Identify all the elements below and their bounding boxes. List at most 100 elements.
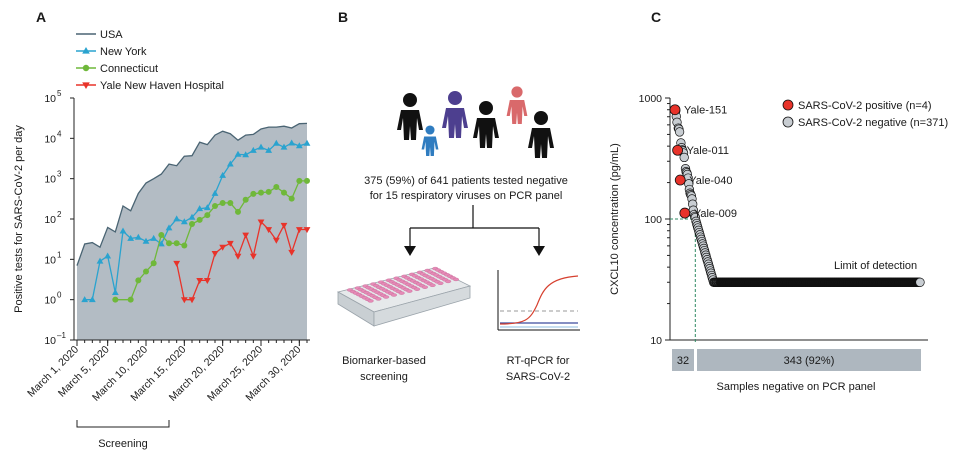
person-icon [506,86,528,124]
x-tick-label: March 1, 2020 [25,344,81,400]
y-tick-exponent: 0 [57,291,62,300]
series-point [303,227,311,234]
y-tick-exponent: 5 [57,89,62,98]
sample-point-positive [674,174,686,186]
well [429,283,436,287]
series-point [281,189,287,196]
y-tick-label: 10 [44,214,56,226]
qpcr-curve-icon [497,270,580,331]
panel-c-y-axis-title: CXCL10 concentration (pg/mL) [609,143,621,295]
positive-sample-label: Yale-151 [684,105,727,117]
series-point [143,268,149,275]
legend-marker [82,82,90,89]
positive-sample-label: Yale-011 [687,145,729,157]
series-point [280,222,288,229]
series-point [180,218,188,225]
series-point [219,171,227,178]
person-icon [397,93,423,140]
series-point [204,212,211,219]
series-point [280,143,288,150]
panel-a-legend: USA New York Connecticut Yale New Haven Hos… [76,29,224,92]
person-icon [421,125,439,156]
y-tick-exponent: 2 [57,210,62,219]
well [452,277,460,282]
sample-point-negative [915,277,925,287]
series-point [189,221,195,228]
series-point [173,240,180,247]
panel-c-chart: C 1000 100 10 Yale-151 Yale-011 Yale-040 Yale… [609,9,948,393]
person-icon [473,101,499,148]
well-plate-icon [336,266,472,327]
panel-c-letter: C [651,9,661,25]
y-tick-label: 10 [44,93,56,105]
legend-marker [82,47,90,54]
panel-b-workflow: B 375 (59%) of 641 patients tested negat… [336,9,580,383]
series-point [112,296,119,303]
series-point [127,296,134,303]
series-point [196,278,204,285]
series-point [272,237,280,244]
usa-area [77,123,307,341]
well [437,281,444,285]
bar-above-threshold [672,349,694,371]
y-tick-label: 10 [44,254,56,266]
legend-marker [782,116,794,128]
well [445,279,452,284]
person-body [528,128,554,158]
series-point [257,143,265,150]
person-body [397,110,423,140]
biomarker-label-line1: Biomarker-based [342,355,426,367]
y-tick-exponent: 4 [57,129,62,138]
positive-sample-label: Yale-009 [694,208,737,220]
well [383,295,390,299]
series-point [134,233,142,240]
patient-icons [397,86,554,158]
series-point [226,160,234,167]
screening-bracket: Screening [76,420,170,450]
legend-label: Yale New Haven Hospital [100,80,224,92]
series-point [288,195,295,202]
series-point [211,189,219,196]
series-point [211,251,219,258]
series-point [212,203,218,210]
rtqpcr-label-line2: SARS-CoV-2 [506,371,570,383]
series-point [304,177,310,184]
series-point [250,190,257,197]
series-point [226,240,234,247]
series-point [265,227,273,234]
series-point [242,232,250,239]
panel-a-letter: A [36,9,46,25]
sample-point-positive [679,207,691,219]
series-point [188,213,196,220]
series-point [173,260,181,267]
legend-label: SARS-CoV-2 negative (n=371) [798,117,948,129]
series-point [273,184,280,191]
series-point [142,237,150,244]
series-point [181,242,188,249]
series-point [158,232,165,239]
bar-right-label: 343 (92%) [784,355,835,367]
panel-c-x-axis-title: Samples negative on PCR panel [717,381,876,393]
sample-point-positive [669,104,681,116]
panel-b-letter: B [338,9,348,25]
series-point [265,188,272,195]
series-point [203,278,211,285]
series-point [257,219,265,226]
panel-a-chart: A USA New York Connecticut Yale New Haven H… [13,9,311,450]
panel-b-text-line1: 375 (59%) of 641 patients tested negativ… [364,175,568,187]
person-head [479,101,493,115]
well [375,297,382,301]
bar-below-threshold [697,349,921,371]
sample-point-positive [672,144,684,156]
series-point [235,208,241,215]
series-point [88,296,96,303]
legend-label: New York [100,46,147,58]
usa-line [76,122,308,266]
person-body [421,136,439,156]
series-point [234,253,242,260]
sample-point-negative [674,127,685,137]
series-point [150,234,158,241]
legend-label: SARS-CoV-2 positive (n=4) [798,100,932,112]
person-head [511,86,523,98]
